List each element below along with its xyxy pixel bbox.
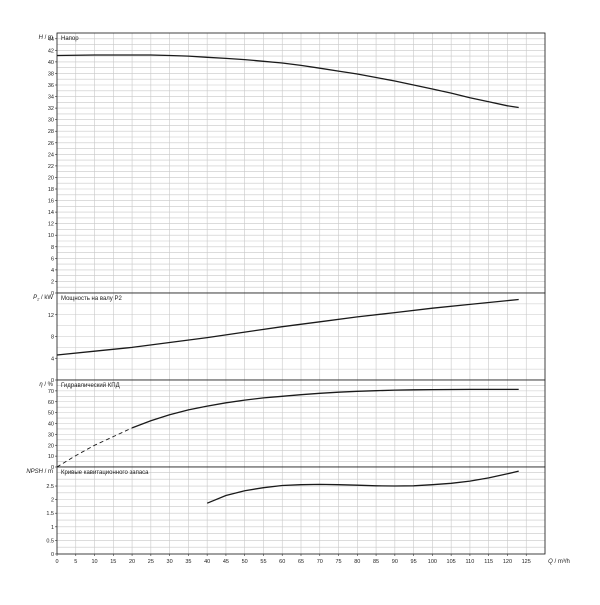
panel-title-efficiency: Гидравлический КПД [61,382,120,389]
y-tick-label-power: 4 [51,356,54,362]
panel-title-power: Мощность на валу P2 [61,296,122,302]
y-tick-label-npsh: 0 [51,552,54,558]
y-tick-label-efficiency: 40 [48,422,54,428]
x-tick-label: 60 [279,559,285,565]
x-tick-label: 75 [335,559,341,565]
y-tick-label-power: 12 [48,313,54,319]
y-axis-symbol: NPSH [26,469,43,475]
x-axis-symbol: Q [548,559,553,565]
x-tick-label: 20 [129,559,135,565]
y-tick-label-head: 18 [48,187,54,193]
x-tick-label: 100 [428,559,437,565]
y-axis-label-npsh: NPSH / m [26,469,53,475]
x-tick-label: 125 [522,559,531,565]
x-tick-label: 85 [373,559,379,565]
y-tick-label-head: 30 [48,118,54,124]
y-tick-label-efficiency: 50 [48,411,54,417]
x-tick-label: 70 [317,559,323,565]
panel-title-npsh: Кривые кавитационного запаса [61,470,149,476]
y-axis-label-efficiency: η / % [39,382,53,388]
x-tick-label: 50 [242,559,248,565]
x-tick-label: 115 [484,559,493,565]
y-tick-label-head: 28 [48,129,54,135]
y-axis-unit: / kW [39,295,53,301]
y-tick-label-head: 10 [48,233,54,239]
x-tick-label: 10 [91,559,97,565]
x-tick-label: 110 [466,559,475,565]
y-axis-symbol: P [33,295,37,301]
y-tick-label-head: 40 [48,60,54,66]
y-tick-label-npsh: 1 [51,525,54,531]
y-axis-symbol: η [39,382,43,388]
y-tick-label-head: 4 [51,268,54,274]
y-tick-label-efficiency: 70 [48,389,54,395]
x-tick-label: 45 [223,559,229,565]
y-tick-label-head: 0 [51,291,54,297]
curve-head-0 [56,54,519,109]
x-tick-label: 35 [185,559,191,565]
curve-power-0 [56,298,519,356]
y-tick-label-head: 2 [51,279,54,285]
y-tick-label-power: 8 [51,335,54,341]
x-axis-label: Q / m³/h [548,559,570,565]
y-tick-label-npsh: 2 [51,498,54,504]
y-tick-label-head: 20 [48,175,54,181]
y-tick-label-head: 12 [48,222,54,228]
y-tick-label-head: 14 [48,210,54,216]
y-tick-label-head: 8 [51,245,54,251]
y-tick-label-head: 32 [48,106,54,112]
y-tick-label-npsh: 2.5 [46,484,54,490]
x-tick-label: 105 [447,559,456,565]
y-tick-label-npsh: 0.5 [46,538,54,544]
y-tick-label-head: 6 [51,256,54,262]
y-axis-unit: / m [43,469,53,475]
y-tick-label-head: 34 [48,95,54,101]
y-tick-label-efficiency: 60 [48,400,54,406]
curve-efficiency-1 [131,388,519,429]
y-tick-label-efficiency: 0 [51,465,54,471]
x-tick-label: 5 [74,559,77,565]
y-tick-label-head: 26 [48,141,54,147]
y-tick-label-head: 36 [48,83,54,89]
y-axis-label-power: P2 / kW [33,295,53,302]
x-tick-label: 30 [167,559,173,565]
x-axis-unit: / m³/h [553,559,570,565]
x-tick-label: 80 [354,559,360,565]
x-tick-label: 25 [148,559,154,565]
y-tick-label-head: 42 [48,48,54,54]
y-axis-unit: / m [43,35,53,41]
x-tick-label: 95 [411,559,417,565]
x-tick-label: 15 [110,559,116,565]
y-tick-label-efficiency: 30 [48,432,54,438]
y-tick-label-head: 38 [48,71,54,77]
y-axis-symbol: H [39,35,44,41]
x-tick-label: 120 [503,559,512,565]
curve-npsh-0 [206,470,519,504]
x-tick-label: 65 [298,559,304,565]
x-tick-label: 55 [260,559,266,565]
y-tick-label-efficiency: 10 [48,454,54,460]
y-axis-unit: / % [43,382,54,388]
x-tick-label: 90 [392,559,398,565]
curve-efficiency-0 [56,427,133,468]
y-tick-label-npsh: 1.5 [46,511,54,517]
y-axis-subscript: 2 [36,297,40,302]
x-tick-label: 0 [55,559,58,565]
y-tick-label-power: 0 [51,378,54,384]
y-tick-label-head: 44 [48,37,54,43]
x-tick-label: 40 [204,559,210,565]
panel-title-head: Напор [61,36,79,42]
y-tick-label-head: 24 [48,152,54,158]
y-axis-label-head: H / m [39,35,53,41]
y-tick-label-head: 16 [48,199,54,205]
y-tick-label-head: 22 [48,164,54,170]
y-tick-label-efficiency: 20 [48,443,54,449]
